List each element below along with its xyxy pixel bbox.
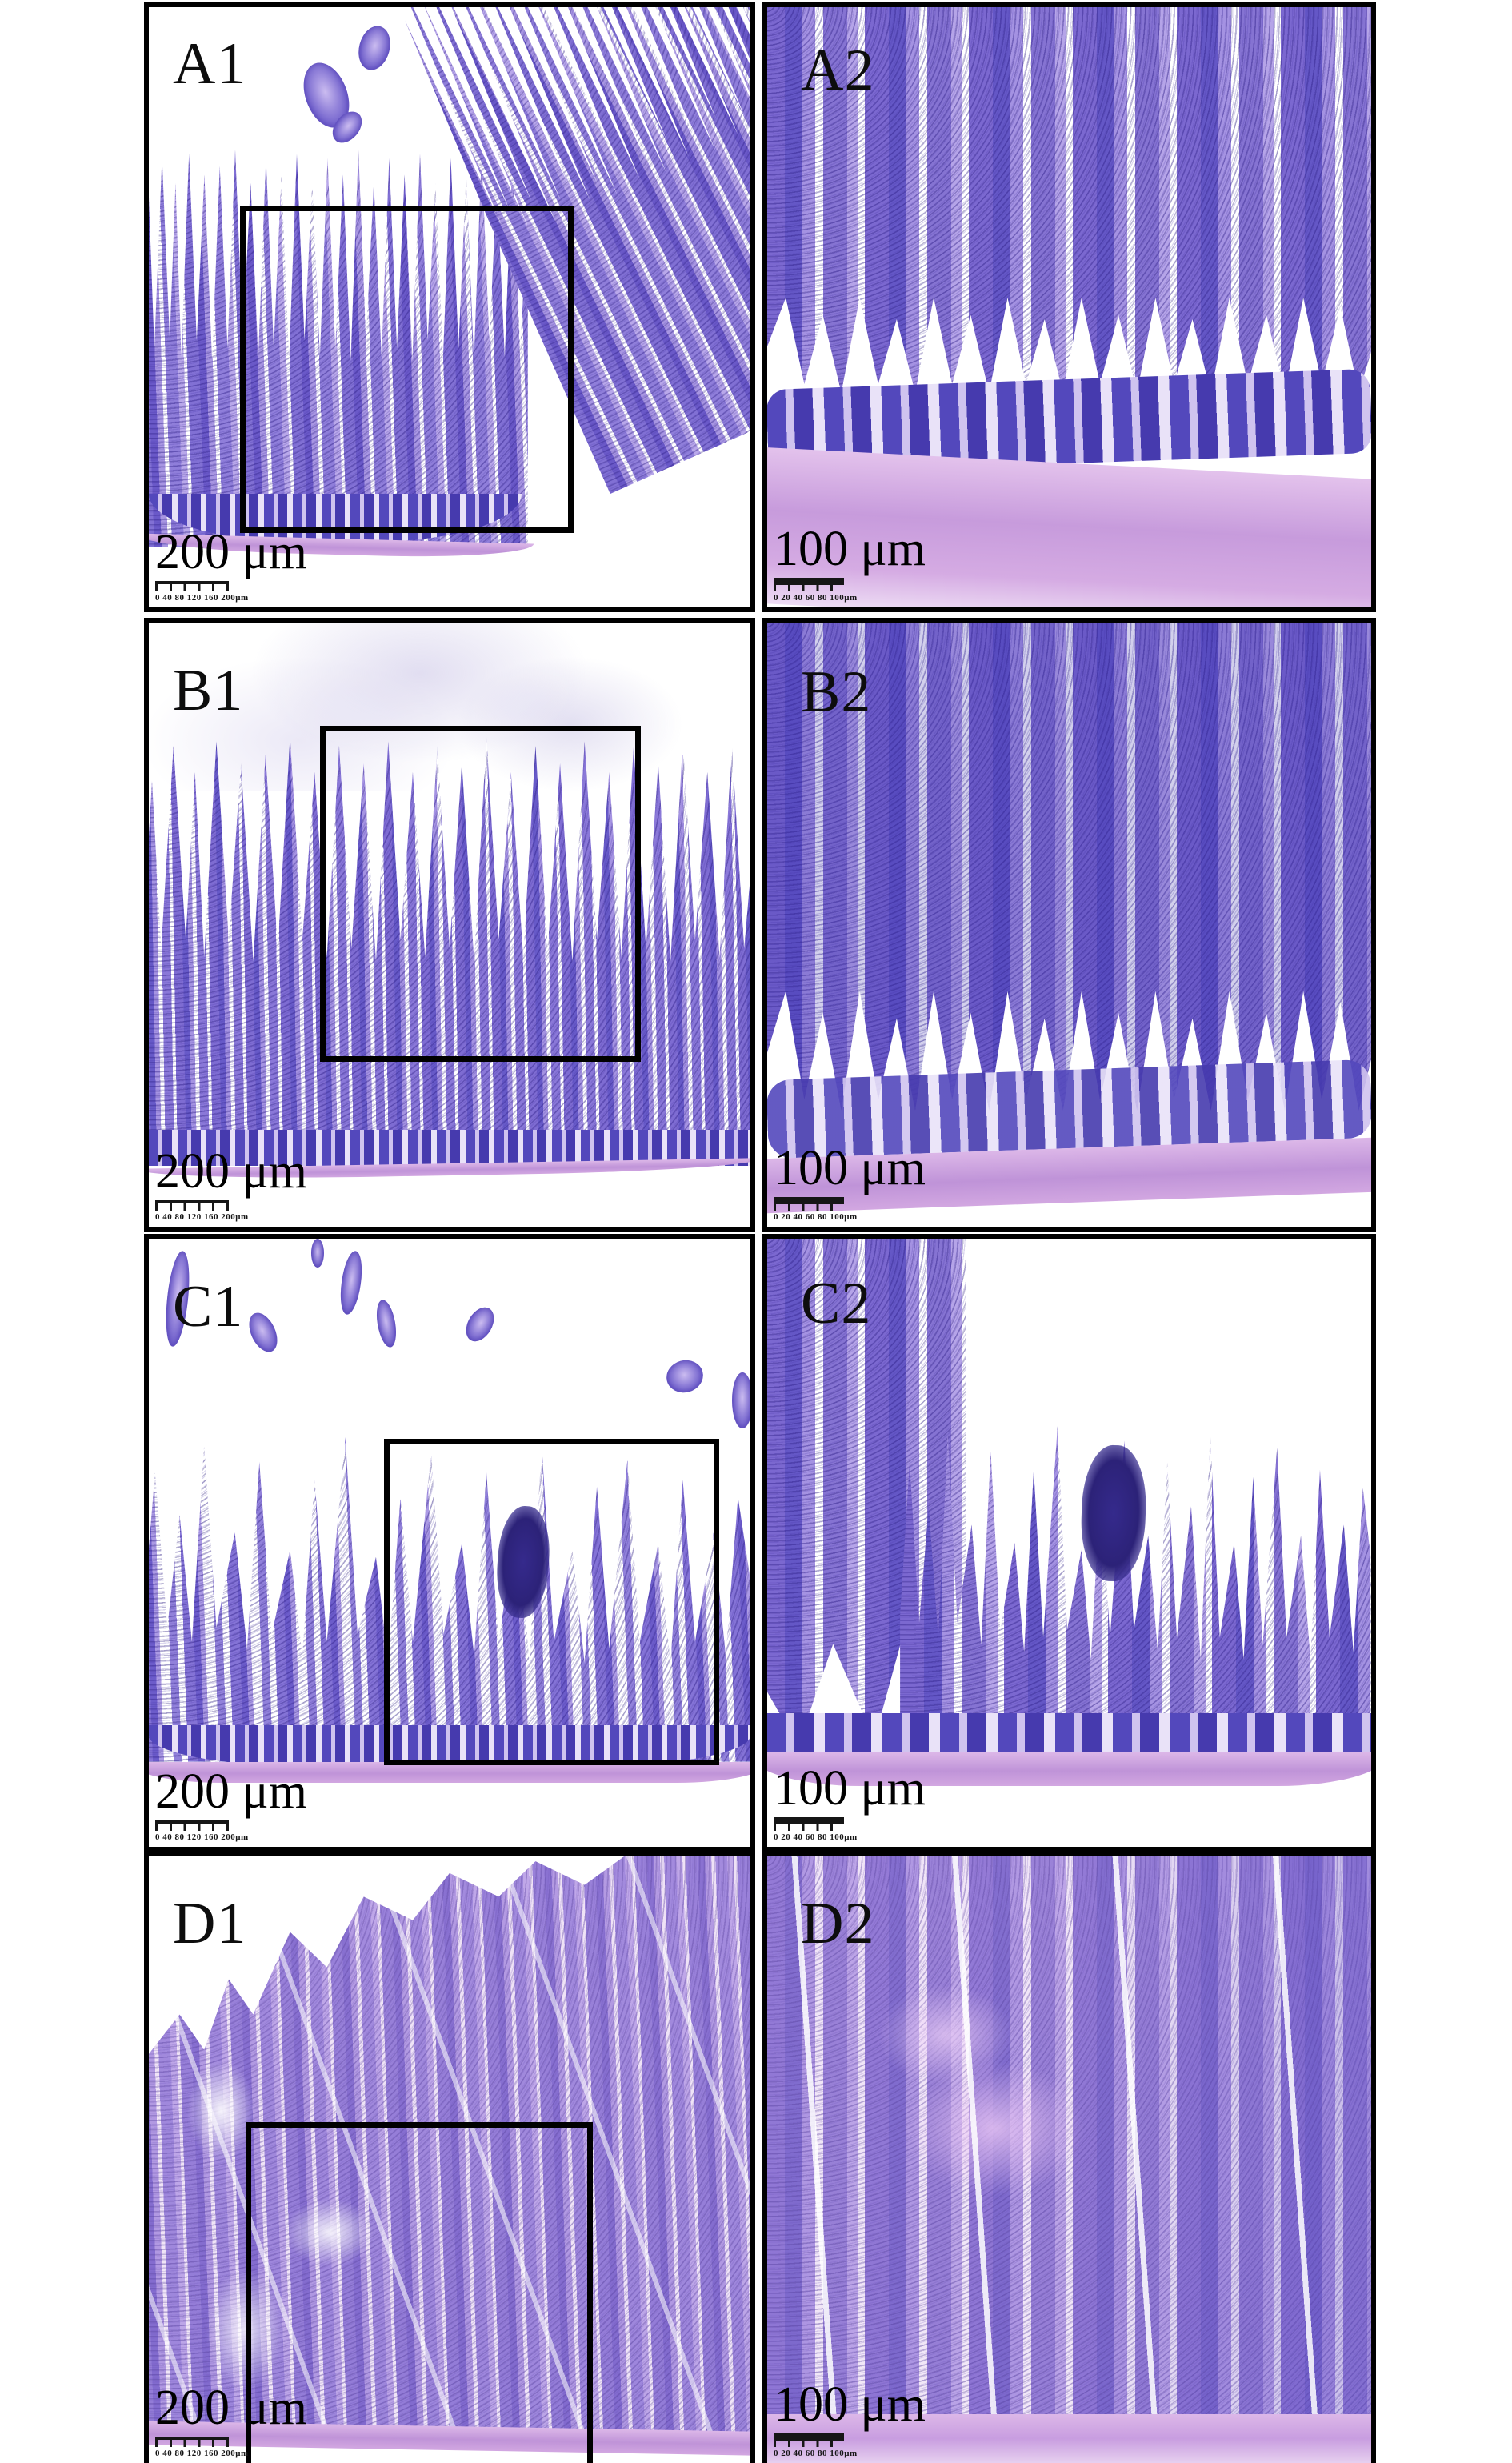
scale-ruler [774,1817,926,1831]
scale-ruler [774,578,926,591]
ruler-tick-labels: 0 40 80 120 160 200μm [155,593,249,603]
micrograph-muscularis-layer [767,1752,1371,1786]
ruler-bar [774,578,844,585]
panel-label: D1 [173,1891,247,1956]
panel-B1: B1 200 μm 0 40 80 120 160 200μm [144,618,755,1232]
villus-cross-section [337,1249,366,1316]
panel-D1: D1 200 μm 0 40 80 120 160 200μm [144,1851,755,2463]
ruler-bar [774,1817,844,1824]
ruler-bar [155,1200,229,1203]
inset-rectangle-D1 [246,2122,593,2463]
scale-ruler [155,1200,307,1211]
ruler-ticks [155,1824,229,1831]
villus-cross-section [243,1308,283,1357]
panel-label: C2 [801,1271,872,1336]
scale-bar-label: 200 μm [155,2381,307,2435]
villus-cross-section [460,1302,500,1347]
micrograph-villi-layer [767,1856,1371,2463]
inset-rectangle-B1 [320,726,641,1062]
panel-label: A1 [173,31,247,97]
panel-label: C1 [173,1274,244,1340]
ruler-bar [774,2433,844,2441]
micrograph-villi-layer [767,623,1371,1111]
panel-C2: C2 100 μm 0 20 40 60 80 100μm [762,1234,1376,1852]
scale-bar: 200 μm 0 40 80 120 160 200μm [155,2383,307,2458]
panel-A1: A1 200 μm 0 40 80 120 160 200μm [144,2,755,612]
inset-rectangle-C1 [384,1439,719,1765]
ruler-tick-labels: 0 20 40 60 80 100μm [774,1212,858,1222]
villus-cross-section [373,1298,399,1349]
villus-cross-section [732,1372,750,1429]
ruler-ticks [774,585,844,591]
scale-bar-label: 100 μm [774,1141,926,1195]
scale-bar: 100 μm 0 20 40 60 80 100μm [774,2380,926,2458]
micrograph-muscularis-layer [767,2414,1371,2463]
ruler-tick-labels: 0 40 80 120 160 200μm [155,1832,249,1842]
inset-rectangle-A1 [240,206,574,533]
scale-bar-label: 200 μm [155,525,307,579]
scale-bar-label: 100 μm [774,2377,926,2432]
micrograph-villi-layer [767,7,1371,393]
scale-ruler [774,2433,926,2447]
scale-bar: 100 μm 0 20 40 60 80 100μm [774,1764,926,1842]
ruler-tick-labels: 0 20 40 60 80 100μm [774,1832,858,1842]
ruler-bar [774,1197,844,1204]
panel-C1: C1 200 μm 0 40 80 120 160 200μm [144,1234,755,1852]
ruler-bar [155,1820,229,1824]
villus-cross-section [311,1239,325,1268]
scale-bar-label: 100 μm [774,522,926,576]
ruler-tick-labels: 0 20 40 60 80 100μm [774,593,858,603]
villus-cross-section [662,1356,707,1397]
ruler-ticks [155,1203,229,1211]
scale-ruler [155,1820,307,1831]
dark-stained-focus [1078,1444,1148,1583]
panel-label: A2 [801,38,875,103]
ruler-tick-labels: 0 20 40 60 80 100μm [774,2449,858,2458]
ruler-bar [155,581,229,584]
scale-bar-label: 200 μm [155,1764,307,1819]
panel-D2: D2 100 μm 0 20 40 60 80 100μm [762,1851,1376,2463]
scale-ruler [155,581,307,591]
scale-bar-label: 100 μm [774,1761,926,1816]
ruler-tick-labels: 0 40 80 120 160 200μm [155,2449,249,2458]
panel-label: B1 [173,658,244,723]
scale-bar-label: 200 μm [155,1144,307,1199]
ruler-ticks [155,584,229,591]
ruler-ticks [155,2440,229,2447]
panel-label: B2 [801,659,872,725]
scale-bar: 200 μm 0 40 80 120 160 200μm [155,527,307,603]
ruler-ticks [774,1204,844,1211]
ruler-bar [155,2437,229,2440]
faint-tissue-layer [149,623,750,792]
scale-ruler [155,2437,307,2447]
micrograph-villi-layer [900,1426,1371,1762]
ruler-ticks [774,2441,844,2447]
villus-cross-section [354,22,395,74]
scale-bar: 100 μm 0 20 40 60 80 100μm [774,1143,926,1222]
panel-B2: B2 100 μm 0 20 40 60 80 100μm [762,618,1376,1232]
scale-ruler [774,1197,926,1211]
panel-A2: A2 100 μm 0 20 40 60 80 100μm [762,2,1376,612]
ruler-tick-labels: 0 40 80 120 160 200μm [155,1212,249,1222]
scale-bar: 100 μm 0 20 40 60 80 100μm [774,524,926,603]
scale-bar: 200 μm 0 40 80 120 160 200μm [155,1767,307,1842]
ruler-ticks [774,1824,844,1831]
panel-label: D2 [801,1891,875,1956]
scale-bar: 200 μm 0 40 80 120 160 200μm [155,1147,307,1222]
